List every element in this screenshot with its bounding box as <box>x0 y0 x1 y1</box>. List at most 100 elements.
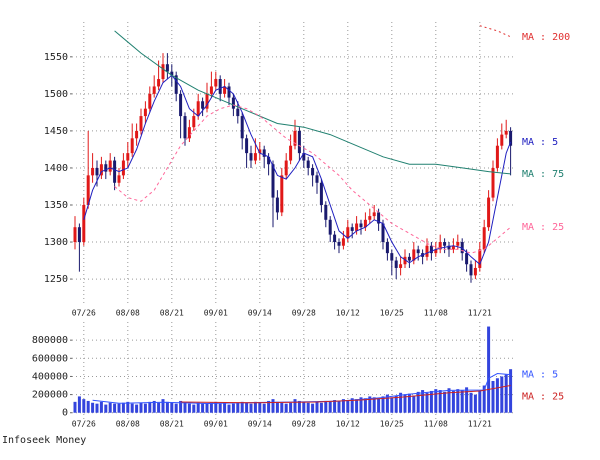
volume-bar <box>280 402 284 413</box>
volume-bar <box>465 387 469 413</box>
candle-body <box>407 256 411 261</box>
volume-bar <box>509 369 513 413</box>
x-tick-label: 08/08 <box>116 309 140 318</box>
volume-bar <box>372 397 376 413</box>
candle-body <box>104 164 108 172</box>
volume-bar <box>385 394 389 413</box>
candle-body <box>372 212 376 217</box>
volume-bar <box>390 397 394 413</box>
volume-bar <box>231 403 235 413</box>
volume-bar <box>416 391 420 413</box>
candle-body <box>126 153 130 161</box>
volume-bar <box>297 400 301 413</box>
y-tick-label: 800000 <box>32 335 68 346</box>
candle-body <box>165 64 169 72</box>
candle-body <box>456 242 460 246</box>
volume-bar <box>214 401 218 413</box>
volume-bar <box>478 390 482 413</box>
x-tick-label: 09/14 <box>248 420 272 429</box>
x-tick-label: 11/08 <box>424 309 448 318</box>
candle-body <box>416 249 420 254</box>
volume-bar <box>443 391 447 413</box>
candle-body <box>333 234 337 243</box>
candle-body <box>293 130 297 146</box>
candle-body <box>319 182 323 205</box>
candle-body <box>152 86 156 94</box>
volume-bar <box>192 404 196 413</box>
volume-bar <box>482 385 486 413</box>
x-tick-label: 11/08 <box>424 420 448 429</box>
volume-bar <box>91 402 95 413</box>
x-tick-label: 10/25 <box>380 309 404 318</box>
candle-body <box>170 71 174 76</box>
candle-body <box>121 160 125 176</box>
candle-body <box>231 97 235 109</box>
candle-body <box>328 219 332 235</box>
volume-bar <box>425 392 429 413</box>
candle-body <box>306 160 310 168</box>
volume-bar <box>99 401 103 413</box>
x-tick-label: 09/01 <box>204 309 228 318</box>
volume-bar <box>447 388 451 413</box>
volume-bar <box>346 400 350 413</box>
candle-body <box>297 130 301 154</box>
candle-body <box>429 245 433 254</box>
volume-bar <box>377 398 381 413</box>
volume-bar <box>152 400 156 413</box>
candle-body <box>509 130 513 146</box>
legend-label: MA : 200 <box>522 32 570 43</box>
ma-line <box>180 385 511 404</box>
candle-body <box>95 167 99 176</box>
candle-body <box>258 149 262 154</box>
ma-line <box>479 25 511 38</box>
volume-bar <box>359 397 363 413</box>
volume-bar <box>148 401 152 413</box>
candle-body <box>174 75 178 94</box>
candle-body <box>82 204 86 243</box>
volume-bar <box>143 403 147 413</box>
candle-body <box>86 175 90 205</box>
volume-bar <box>179 400 183 413</box>
candle-body <box>315 175 319 183</box>
candle-body <box>196 101 200 117</box>
legend-label: MA : 25 <box>522 392 564 403</box>
volume-bar <box>311 403 315 413</box>
candle-body <box>262 149 266 157</box>
candle-body <box>187 127 191 139</box>
x-tick-label: 09/14 <box>248 309 272 318</box>
volume-bar <box>77 396 81 413</box>
x-tick-label: 11/21 <box>468 420 492 429</box>
x-tick-label: 09/01 <box>204 420 228 429</box>
x-tick-label: 07/26 <box>72 420 96 429</box>
volume-bar <box>227 404 231 413</box>
volume-bar <box>161 399 165 413</box>
volume-bar <box>341 399 345 413</box>
y-tick-label: 1400 <box>44 163 68 174</box>
volume-bar <box>293 399 297 413</box>
candle-body <box>218 79 222 94</box>
volume-bar <box>500 376 504 413</box>
volume-bar <box>412 395 416 413</box>
candle-body <box>289 145 293 161</box>
volume-bar <box>394 395 398 413</box>
volume-bar <box>333 400 337 413</box>
volume-bar <box>275 401 279 413</box>
x-tick-label: 10/25 <box>380 420 404 429</box>
candle-body <box>495 145 499 168</box>
candle-body <box>227 86 231 98</box>
y-tick-label: 400000 <box>32 371 68 382</box>
candle-body <box>324 204 328 220</box>
candle-body <box>311 167 315 176</box>
candle-body <box>135 130 139 139</box>
footer: Infoseek Money <box>2 435 86 446</box>
x-tick-label: 09/28 <box>292 420 316 429</box>
volume-bar <box>429 390 433 413</box>
x-tick-label: 09/28 <box>292 309 316 318</box>
volume-bar <box>165 401 169 413</box>
y-tick-label: 1300 <box>44 237 68 248</box>
volume-bar <box>258 402 262 413</box>
volume-bar <box>245 402 249 413</box>
candle-body <box>403 256 407 265</box>
candle-body <box>491 167 495 198</box>
legend-label: MA : 75 <box>522 169 564 180</box>
